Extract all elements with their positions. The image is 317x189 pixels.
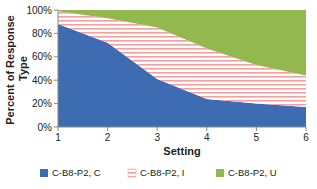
legend-label: C-B8-P2, U: [228, 167, 277, 178]
y-tick: [54, 10, 58, 11]
legend-swatch: [216, 169, 224, 177]
y-tick-label: 20%: [32, 98, 52, 109]
x-tick: [107, 127, 108, 131]
x-tick: [206, 127, 207, 131]
y-tick-label: 40%: [32, 75, 52, 86]
y-tick-label: 100%: [26, 5, 52, 16]
plot-area: [58, 10, 306, 127]
y-tick: [54, 80, 58, 81]
chart: 0% 20% 40% 60% 80% 100% 1 2 3 4 5 6 Setting Percent o…: [0, 0, 317, 189]
y-axis-title: Percent of Response Type: [4, 12, 29, 124]
y-axis: [58, 10, 59, 127]
x-tick-label: 2: [105, 132, 111, 143]
legend-label: C-B8-P2, I: [140, 167, 184, 178]
x-axis-title: Setting: [163, 145, 200, 157]
x-tick-label: 5: [254, 132, 260, 143]
y-tick: [54, 127, 58, 128]
x-tick-label: 6: [303, 132, 309, 143]
y-tick-label: 60%: [32, 51, 52, 62]
x-tick: [256, 127, 257, 131]
x-tick-label: 4: [204, 132, 210, 143]
y-tick-label: 0%: [38, 122, 53, 133]
x-tick: [306, 127, 307, 131]
x-tick-label: 1: [55, 132, 61, 143]
x-tick: [58, 127, 59, 131]
legend-swatch: [128, 169, 136, 177]
x-axis: [58, 127, 306, 128]
y-tick: [54, 56, 58, 57]
y-tick-label: 80%: [32, 28, 52, 39]
y-tick: [54, 33, 58, 34]
legend-label: C-B8-P2, C: [52, 167, 101, 178]
x-tick: [157, 127, 158, 131]
y-tick: [54, 103, 58, 104]
legend-swatch: [40, 169, 48, 177]
x-tick-label: 3: [154, 132, 160, 143]
area: [58, 10, 306, 76]
